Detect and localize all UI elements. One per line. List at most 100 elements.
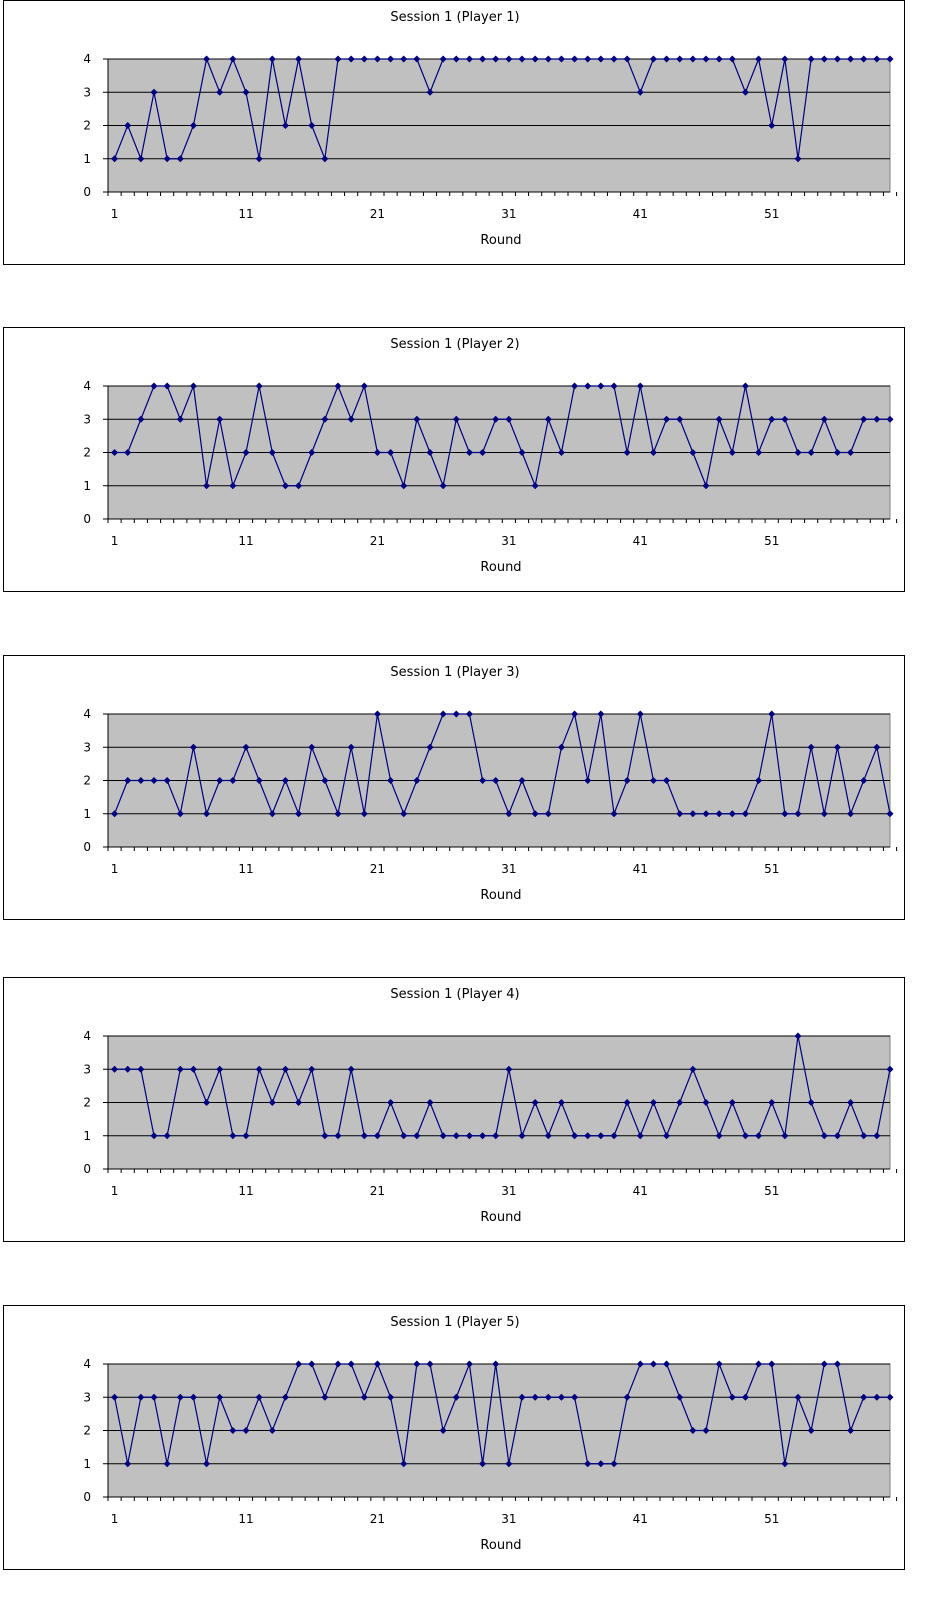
data-point (702, 55, 710, 63)
data-point (400, 1132, 408, 1140)
data-point (689, 55, 697, 63)
x-tick-label: 41 (633, 534, 648, 548)
data-point (229, 1427, 237, 1434)
data-point (347, 743, 355, 751)
data-point (820, 1132, 828, 1140)
x-tick-label: 21 (370, 862, 385, 876)
data-point (820, 810, 828, 818)
data-point (334, 382, 342, 390)
data-point (347, 1360, 355, 1368)
x-axis-label: Round (480, 233, 521, 248)
data-point (636, 1132, 644, 1140)
data-point (689, 1427, 697, 1434)
data-point (111, 155, 119, 163)
data-point (531, 55, 539, 63)
x-tick-label: 11 (238, 534, 253, 548)
data-point (334, 1132, 342, 1140)
data-point (321, 155, 329, 163)
x-tick-label: 21 (370, 1512, 385, 1526)
data-point (623, 55, 631, 63)
data-point (597, 710, 605, 718)
data-point (584, 777, 592, 784)
data-point (676, 55, 684, 63)
data-point (794, 810, 802, 818)
data-point (137, 415, 145, 423)
data-point (636, 88, 644, 96)
data-point (150, 1132, 158, 1140)
x-axis-label: Round (480, 560, 521, 575)
data-point (676, 415, 684, 423)
data-point (360, 810, 368, 818)
data-point (636, 382, 644, 390)
x-tick-label: 41 (633, 207, 648, 221)
data-point (873, 1132, 881, 1140)
data-point (295, 810, 303, 818)
data-point (360, 55, 368, 63)
data-point (755, 777, 763, 784)
x-tick-label: 1 (111, 207, 119, 221)
x-tick-label: 41 (633, 862, 648, 876)
data-point (387, 1099, 395, 1106)
data-point (623, 777, 631, 784)
x-tick-label: 41 (633, 1184, 648, 1198)
data-point (741, 382, 749, 390)
data-point (755, 449, 763, 456)
data-point (544, 1393, 552, 1401)
data-point (163, 777, 171, 784)
data-point (465, 710, 473, 718)
data-point (649, 777, 657, 784)
data-point (347, 415, 355, 423)
data-point (281, 1065, 289, 1073)
data-point (636, 710, 644, 718)
y-tick-label: 0 (83, 512, 91, 526)
data-point (268, 810, 276, 818)
data-point (702, 1427, 710, 1434)
data-point (176, 415, 184, 423)
data-point (518, 777, 526, 784)
data-point (452, 415, 460, 423)
data-point (531, 810, 539, 818)
data-point (833, 55, 841, 63)
x-tick-label: 11 (238, 1184, 253, 1198)
data-point (676, 810, 684, 818)
data-point (728, 1099, 736, 1106)
data-point (597, 1132, 605, 1140)
data-point (150, 382, 158, 390)
data-point (268, 55, 276, 63)
data-point (216, 1393, 224, 1401)
data-point (189, 382, 197, 390)
data-point (334, 1360, 342, 1368)
data-point (426, 88, 434, 96)
x-tick-label: 41 (633, 1512, 648, 1526)
data-point (505, 1460, 513, 1468)
data-point (886, 1065, 894, 1073)
data-point (676, 1393, 684, 1401)
data-point (216, 88, 224, 96)
data-point (137, 1065, 145, 1073)
data-point (715, 55, 723, 63)
data-point (216, 777, 224, 784)
data-point (360, 1132, 368, 1140)
y-tick-label: 0 (83, 1162, 91, 1176)
series-line (114, 711, 891, 817)
data-point (505, 55, 513, 63)
data-point (124, 449, 132, 456)
y-tick-label: 2 (83, 119, 91, 133)
y-tick-label: 2 (83, 774, 91, 788)
data-point (189, 122, 197, 129)
data-point (268, 1099, 276, 1106)
y-tick-label: 4 (83, 707, 91, 721)
data-point (518, 55, 526, 63)
data-point (373, 1132, 381, 1140)
data-point (242, 1427, 250, 1434)
data-point (321, 1393, 329, 1401)
data-point (873, 743, 881, 751)
data-point (255, 155, 263, 163)
data-point (124, 122, 132, 129)
data-point (623, 1393, 631, 1401)
data-point (387, 449, 395, 456)
series-line (114, 56, 890, 162)
data-point (847, 810, 855, 818)
data-point (768, 415, 776, 423)
